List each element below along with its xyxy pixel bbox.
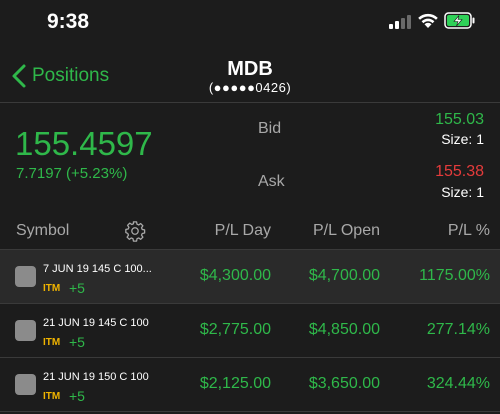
header-pl-day[interactable]: P/L Day [214,222,271,239]
option-description: 7 JUN 19 145 C 100... [43,263,152,275]
quantity: +5 [69,388,85,404]
battery-charging-icon [444,12,475,29]
last-price: 155.4597 [15,125,153,162]
pl-day-value: $2,775.00 [199,321,271,338]
account-number: (●●●●●0426) [208,80,292,95]
page-title: MDB [227,58,273,80]
navigation-bar: Positions MDB (●●●●●0426) [0,52,500,102]
row-checkbox[interactable] [15,266,36,287]
table-row[interactable]: 21 JUN 19 150 C 100 ITM +5 $2,125.00 $3,… [0,358,500,412]
chevron-left-icon [12,64,26,88]
ask-price: 155.38 [435,163,484,180]
itm-badge: ITM [43,391,61,402]
back-button[interactable]: Positions [10,62,109,90]
option-description: 21 JUN 19 150 C 100 [43,371,149,383]
pl-open-value: $3,650.00 [308,375,380,392]
table-row[interactable]: 21 JUN 19 145 C 100 ITM +5 $2,775.00 $4,… [0,304,500,358]
ask-label: Ask [258,173,285,190]
table-header: Symbol P/L Day P/L Open P/L % [0,215,500,249]
quote-panel: 155.4597 7.7197 (+5.23%) Bid Ask 155.03 … [0,103,500,215]
pl-day-value: $2,125.00 [199,375,271,392]
bid-label: Bid [258,120,282,137]
table-row[interactable]: 7 JUN 19 145 C 100... ITM +5 $4,300.00 $… [0,250,500,304]
price-change: 7.7197 (+5.23%) [16,165,128,182]
status-bar: 9:38 [0,0,500,44]
status-time: 9:38 [47,10,90,33]
cellular-signal-icon [389,15,411,29]
pl-open-value: $4,850.00 [308,321,380,338]
header-symbol[interactable]: Symbol [16,222,70,239]
gear-icon[interactable] [124,220,146,242]
row-checkbox[interactable] [15,320,36,341]
quantity: +5 [69,280,85,296]
pl-open-value: $4,700.00 [308,267,380,284]
positions-list: 7 JUN 19 145 C 100... ITM +5 $4,300.00 $… [0,250,500,412]
bid-price: 155.03 [435,111,484,128]
divider [0,102,500,103]
pl-day-value: $4,300.00 [199,267,271,284]
wifi-icon [418,13,438,28]
bid-size: Size: 1 [441,131,484,147]
back-label: Positions [32,65,110,86]
option-description: 21 JUN 19 145 C 100 [43,317,149,329]
quantity: +5 [69,334,85,350]
itm-badge: ITM [43,283,61,294]
pl-percent-value: 1175.00% [419,267,490,284]
divider [0,249,500,250]
header-pl-open[interactable]: P/L Open [312,222,380,239]
header-pl-percent[interactable]: P/L % [447,222,490,239]
itm-badge: ITM [43,337,61,348]
pl-percent-value: 277.14% [426,321,490,338]
row-checkbox[interactable] [15,374,36,395]
ask-size: Size: 1 [441,184,484,200]
pl-percent-value: 324.44% [426,375,490,392]
